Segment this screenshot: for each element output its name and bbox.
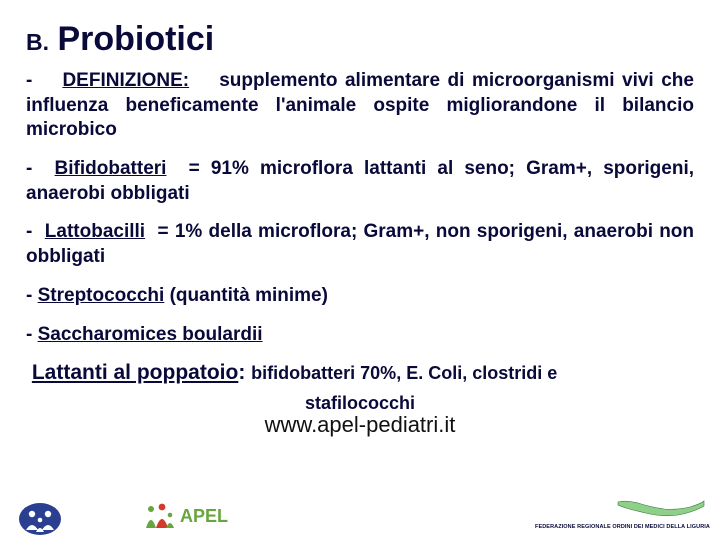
para-bifidobatteri: - Bifidobatteri = 91% microflora lattant… xyxy=(26,157,694,206)
bullet-dash: - xyxy=(26,158,32,179)
term-definizione: DEFINIZIONE: xyxy=(62,70,189,91)
stafilococchi-line: stafilococchi xyxy=(26,393,694,414)
url-text: www.apel-pediatri.it xyxy=(26,412,694,438)
family-badge-icon xyxy=(18,502,62,536)
para-saccharomices: - Saccharomices boulardii xyxy=(26,323,694,348)
footer-bar: APEL FEDERAZIONE REGIONALE ORDINI DEI ME… xyxy=(0,490,720,538)
bullet-dash: - xyxy=(26,70,32,91)
term-streptococchi: Streptococchi xyxy=(38,285,165,306)
logo-apel: APEL xyxy=(140,498,250,534)
para-streptococchi: - Streptococchi (quantità minime) xyxy=(26,284,694,309)
colon: : xyxy=(238,361,245,384)
para-definition: - DEFINIZIONE: supplemento alimentare di… xyxy=(26,69,694,143)
term-saccharomices: Saccharomices boulardii xyxy=(38,324,263,345)
apel-icon: APEL xyxy=(140,498,250,534)
bullet-dash: - xyxy=(26,324,32,345)
para-lattanti: Lattanti al poppatoio: bifidobatteri 70%… xyxy=(26,361,694,385)
title-prefix: B. xyxy=(26,29,49,55)
title-main: Probiotici xyxy=(57,20,214,58)
logo-left-badge xyxy=(18,502,62,536)
term-lattobacilli: Lattobacilli xyxy=(45,221,145,242)
federation-caption: FEDERAZIONE REGIONALE ORDINI DEI MEDICI … xyxy=(535,524,710,530)
slide-title: B. Probiotici xyxy=(26,20,694,59)
term-bifidobatteri: Bifidobatteri xyxy=(55,158,167,179)
para-lattobacilli: - Lattobacilli = 1% della microflora; Gr… xyxy=(26,220,694,269)
bullet-dash: - xyxy=(26,221,32,242)
para-text: (quantità minime) xyxy=(170,285,328,306)
term-lattanti-poppatoio: Lattanti al poppatoio xyxy=(32,361,238,384)
liguria-map-icon xyxy=(616,498,706,520)
bullet-dash: - xyxy=(26,285,32,306)
slide-body: B. Probiotici - DEFINIZIONE: supplemento… xyxy=(0,0,720,438)
apel-label-text: APEL xyxy=(180,506,228,526)
lattanti-tail: bifidobatteri 70%, E. Coli, clostridi e xyxy=(251,363,557,383)
